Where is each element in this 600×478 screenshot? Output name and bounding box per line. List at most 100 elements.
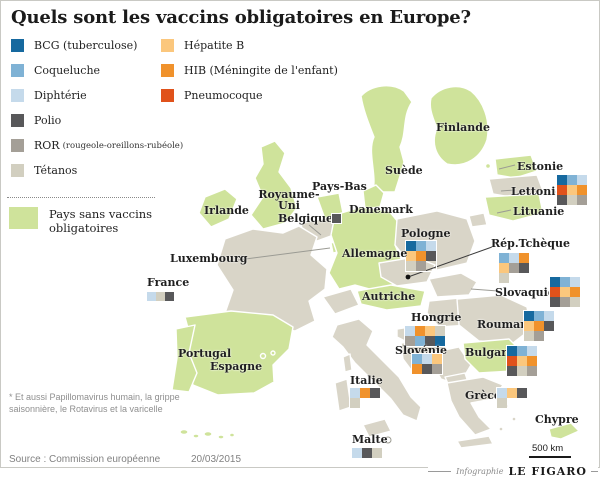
vaccine-grid-row (524, 331, 554, 341)
country-shape-crete (456, 435, 494, 449)
vaccine-grid-row (412, 354, 442, 364)
vaccine-cell-hib (415, 326, 425, 336)
vaccine-grid-malte (352, 448, 382, 458)
vaccine-grid-row (499, 253, 529, 263)
date-label: 20/03/2015 (191, 454, 242, 465)
country-shape-corse (342, 353, 353, 373)
malta-island-circle (384, 436, 392, 444)
legend-swatch-hib (161, 64, 174, 77)
vaccine-cell-polio (332, 214, 341, 223)
vaccine-grid-bulgarie (507, 346, 537, 376)
vaccine-cell-hepatite_b (425, 326, 435, 336)
country-label-chypre: Chypre (535, 413, 579, 426)
legend-label-bcg: BCG (tuberculose) (34, 39, 138, 52)
vaccine-grid-row (405, 336, 445, 346)
country-label-grece: Grèce (465, 389, 501, 402)
country-label-pologne: Pologne (401, 227, 451, 240)
canaries-island (217, 434, 225, 440)
vaccine-grid-row (550, 277, 580, 287)
country-shape-sicile (362, 418, 392, 438)
rep-tcheque-dot (405, 274, 411, 280)
footnote: * Et aussi Papillomavirus humain, la gri… (9, 392, 180, 414)
vaccine-cell-polio (517, 388, 527, 398)
country-label-rep-tcheque: Rép.Tchèque (491, 237, 570, 250)
country-shape-estonie (494, 154, 538, 179)
vaccine-cell-hepatite_b (517, 356, 527, 366)
leader-luxembourg (237, 247, 331, 261)
page-title: Quels sont les vaccins obligatoires en E… (11, 7, 471, 28)
vaccine-cell-pneumocoque (507, 356, 517, 366)
vaccine-cell-diphterie (350, 388, 360, 398)
legend-swatch-pneumocoque (161, 89, 174, 102)
vaccine-cell-hepatite_b (507, 388, 517, 398)
vaccine-cell-tetanos (372, 448, 382, 458)
vaccine-cell-hib (416, 251, 426, 261)
country-label-suede: Suède (385, 164, 423, 177)
scale-bar (529, 456, 571, 458)
baleares-island (270, 350, 276, 356)
vaccine-cell-polio (557, 195, 567, 205)
vaccine-grid-row (352, 448, 382, 458)
credit-prefix: Infographie (456, 467, 504, 476)
vaccine-grid-france (147, 292, 174, 301)
vaccine-cell-ror (432, 364, 442, 374)
country-shape-chypre (548, 422, 580, 440)
country-label-slovenie: Slovénie (395, 344, 448, 357)
no-mandatory-label: Pays sans vaccins obligatoires (49, 207, 153, 235)
vaccine-grid-grece (497, 388, 527, 408)
legend-label-polio: Polio (34, 114, 62, 127)
vaccine-grid-row (147, 292, 174, 301)
vaccine-cell-tetanos (406, 261, 416, 271)
legend-item-hib: HIB (Méningite de l'enfant) (161, 58, 338, 83)
leader-estonie (498, 164, 516, 170)
country-shape-france (216, 225, 328, 333)
vaccine-cell-bcg (550, 277, 560, 287)
legend-label-ror: ROR (34, 139, 60, 152)
country-shape-suede (360, 85, 413, 193)
vaccine-cell-diphterie (577, 175, 587, 185)
vaccine-grid-row (550, 297, 580, 307)
vaccine-grid-row (497, 388, 527, 398)
leader-lettonie (500, 189, 516, 192)
vaccine-grid-row (507, 366, 537, 376)
country-label-france: France (147, 276, 190, 289)
vaccine-cell-ror (534, 331, 544, 341)
legend-no-mandatory: Pays sans vaccins obligatoires (9, 207, 161, 235)
vaccine-cell-polio (544, 321, 554, 331)
country-label-italie: Italie (350, 374, 383, 387)
vaccine-cell-polio (165, 292, 174, 301)
vaccine-grid-row (557, 185, 587, 195)
vaccine-cell-polio (426, 251, 436, 261)
country-shape-portugal (171, 324, 198, 393)
vaccine-cell-tetanos (570, 297, 580, 307)
vaccine-cell-hib (527, 356, 537, 366)
country-label-finlande: Finlande (436, 121, 490, 134)
country-label-espagne: Espagne (210, 360, 263, 373)
vaccine-cell-hib (570, 287, 580, 297)
country-shape-autriche (356, 284, 426, 311)
vaccine-cell-diphterie (570, 277, 580, 287)
vaccine-cell-diphterie (422, 354, 432, 364)
vaccine-cell-polio (519, 263, 529, 273)
vaccine-cell-diphterie (426, 241, 436, 251)
legend-label-diphterie: Diphtérie (34, 89, 87, 102)
country-label-royaume-uni: Royaume-Uni (258, 188, 320, 212)
country-label-pays-bas: Pays-Bas (312, 180, 367, 193)
vaccine-cell-coqueluche (412, 354, 422, 364)
country-label-hongrie: Hongrie (411, 311, 462, 324)
vaccine-cell-polio (362, 448, 372, 458)
vaccine-cell-hepatite_b (524, 321, 534, 331)
greek-island (498, 426, 504, 432)
vaccine-cell-ror (509, 263, 519, 273)
vaccine-grid-row (332, 214, 341, 223)
vaccine-cell-hepatite_b (432, 354, 442, 364)
vaccine-cell-diphterie (509, 253, 519, 263)
legend-item-diphterie: Diphtérie (11, 83, 183, 108)
country-shape-roumanie (456, 294, 532, 344)
vaccine-cell-coqueluche (560, 277, 570, 287)
legend-column-2: Hépatite B HIB (Méningite de l'enfant) Pne… (161, 33, 338, 108)
vaccine-grid-row (507, 346, 537, 356)
vaccine-cell-polio (507, 366, 517, 376)
legend-item-coqueluche: Coqueluche (11, 58, 183, 83)
vaccine-cell-bcg (507, 346, 517, 356)
